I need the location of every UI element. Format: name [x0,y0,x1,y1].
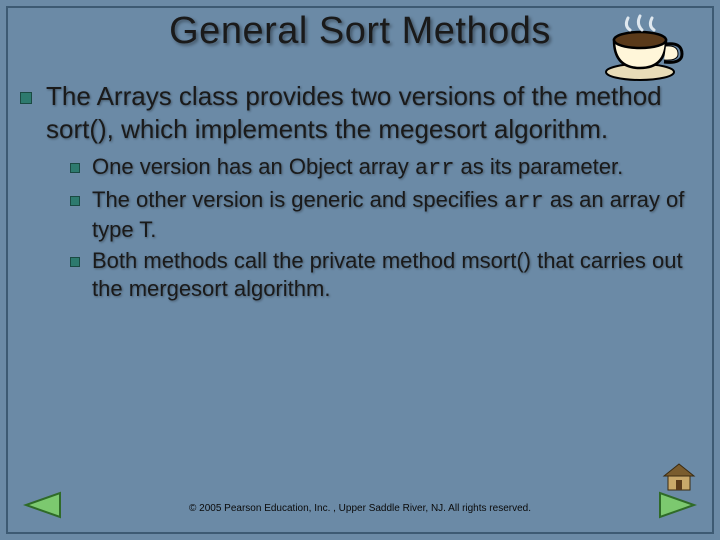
bullet-text: Both methods call the private method mso… [92,247,700,304]
code-span: arr [504,189,544,214]
bullet-square-icon [70,196,80,206]
copyright-footer: © 2005 Pearson Education, Inc. , Upper S… [0,503,720,514]
bullet-square-icon [70,257,80,267]
sub-bullets: One version has an Object array arr as i… [70,153,700,304]
code-span: arr [415,156,455,181]
bullet-text: The Arrays class provides two versions o… [46,80,700,145]
bullet-square-icon [20,92,32,104]
bullet-level-2: Both methods call the private method mso… [70,247,700,304]
next-button[interactable] [658,489,698,526]
coffee-cup-icon [600,12,690,82]
prev-button[interactable] [22,489,62,526]
slide: General Sort Methods The Arrays class pr… [0,0,720,540]
bullet-text: The other version is generic and specifi… [92,186,700,245]
bullet-level-1: The Arrays class provides two versions o… [20,80,700,145]
bullet-text: One version has an Object array arr as i… [92,153,623,184]
bullet-square-icon [70,163,80,173]
home-icon[interactable] [662,462,696,492]
slide-body: The Arrays class provides two versions o… [20,80,700,306]
bullet-level-2: The other version is generic and specifi… [70,186,700,245]
bullet-level-2: One version has an Object array arr as i… [70,153,700,184]
